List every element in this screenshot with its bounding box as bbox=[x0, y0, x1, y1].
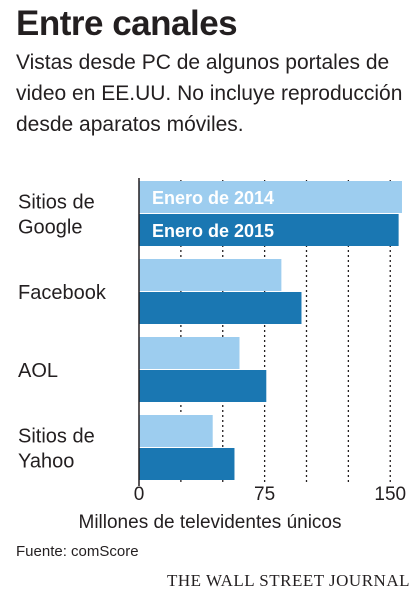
bar-2-0 bbox=[139, 337, 240, 369]
category-label-0-1: Google bbox=[18, 217, 83, 239]
x-tick-label-2: 150 bbox=[374, 484, 406, 505]
category-label-3-0: Sitios de bbox=[18, 426, 95, 448]
chart-subtitle: Vistas desde PC de algunos portales de v… bbox=[16, 51, 403, 136]
x-tick-label-0: 0 bbox=[134, 484, 145, 505]
bar-0-0 bbox=[139, 181, 402, 213]
legend-label-0: Enero de 2014 bbox=[152, 188, 274, 208]
bar-3-0 bbox=[139, 415, 213, 447]
x-tick-label-1: 75 bbox=[254, 484, 275, 505]
category-label-3-1: Yahoo bbox=[18, 451, 74, 473]
publisher-logo: THE WALL STREET JOURNAL bbox=[166, 571, 410, 590]
category-label-1-0: Facebook bbox=[18, 282, 107, 304]
source-note: Fuente: comScore bbox=[16, 543, 139, 560]
bar-1-0 bbox=[139, 259, 282, 291]
bar-3-1 bbox=[139, 448, 235, 480]
chart-title: Entre canales bbox=[16, 4, 238, 43]
category-label-2-0: AOL bbox=[18, 360, 58, 382]
legend-label-1: Enero de 2015 bbox=[152, 221, 274, 241]
category-label-0-0: Sitios de bbox=[18, 192, 95, 214]
bar-2-1 bbox=[139, 370, 267, 402]
bar-0-1 bbox=[139, 214, 399, 246]
x-axis-label: Millones de televidentes únicos bbox=[78, 512, 342, 533]
bar-1-1 bbox=[139, 292, 302, 324]
